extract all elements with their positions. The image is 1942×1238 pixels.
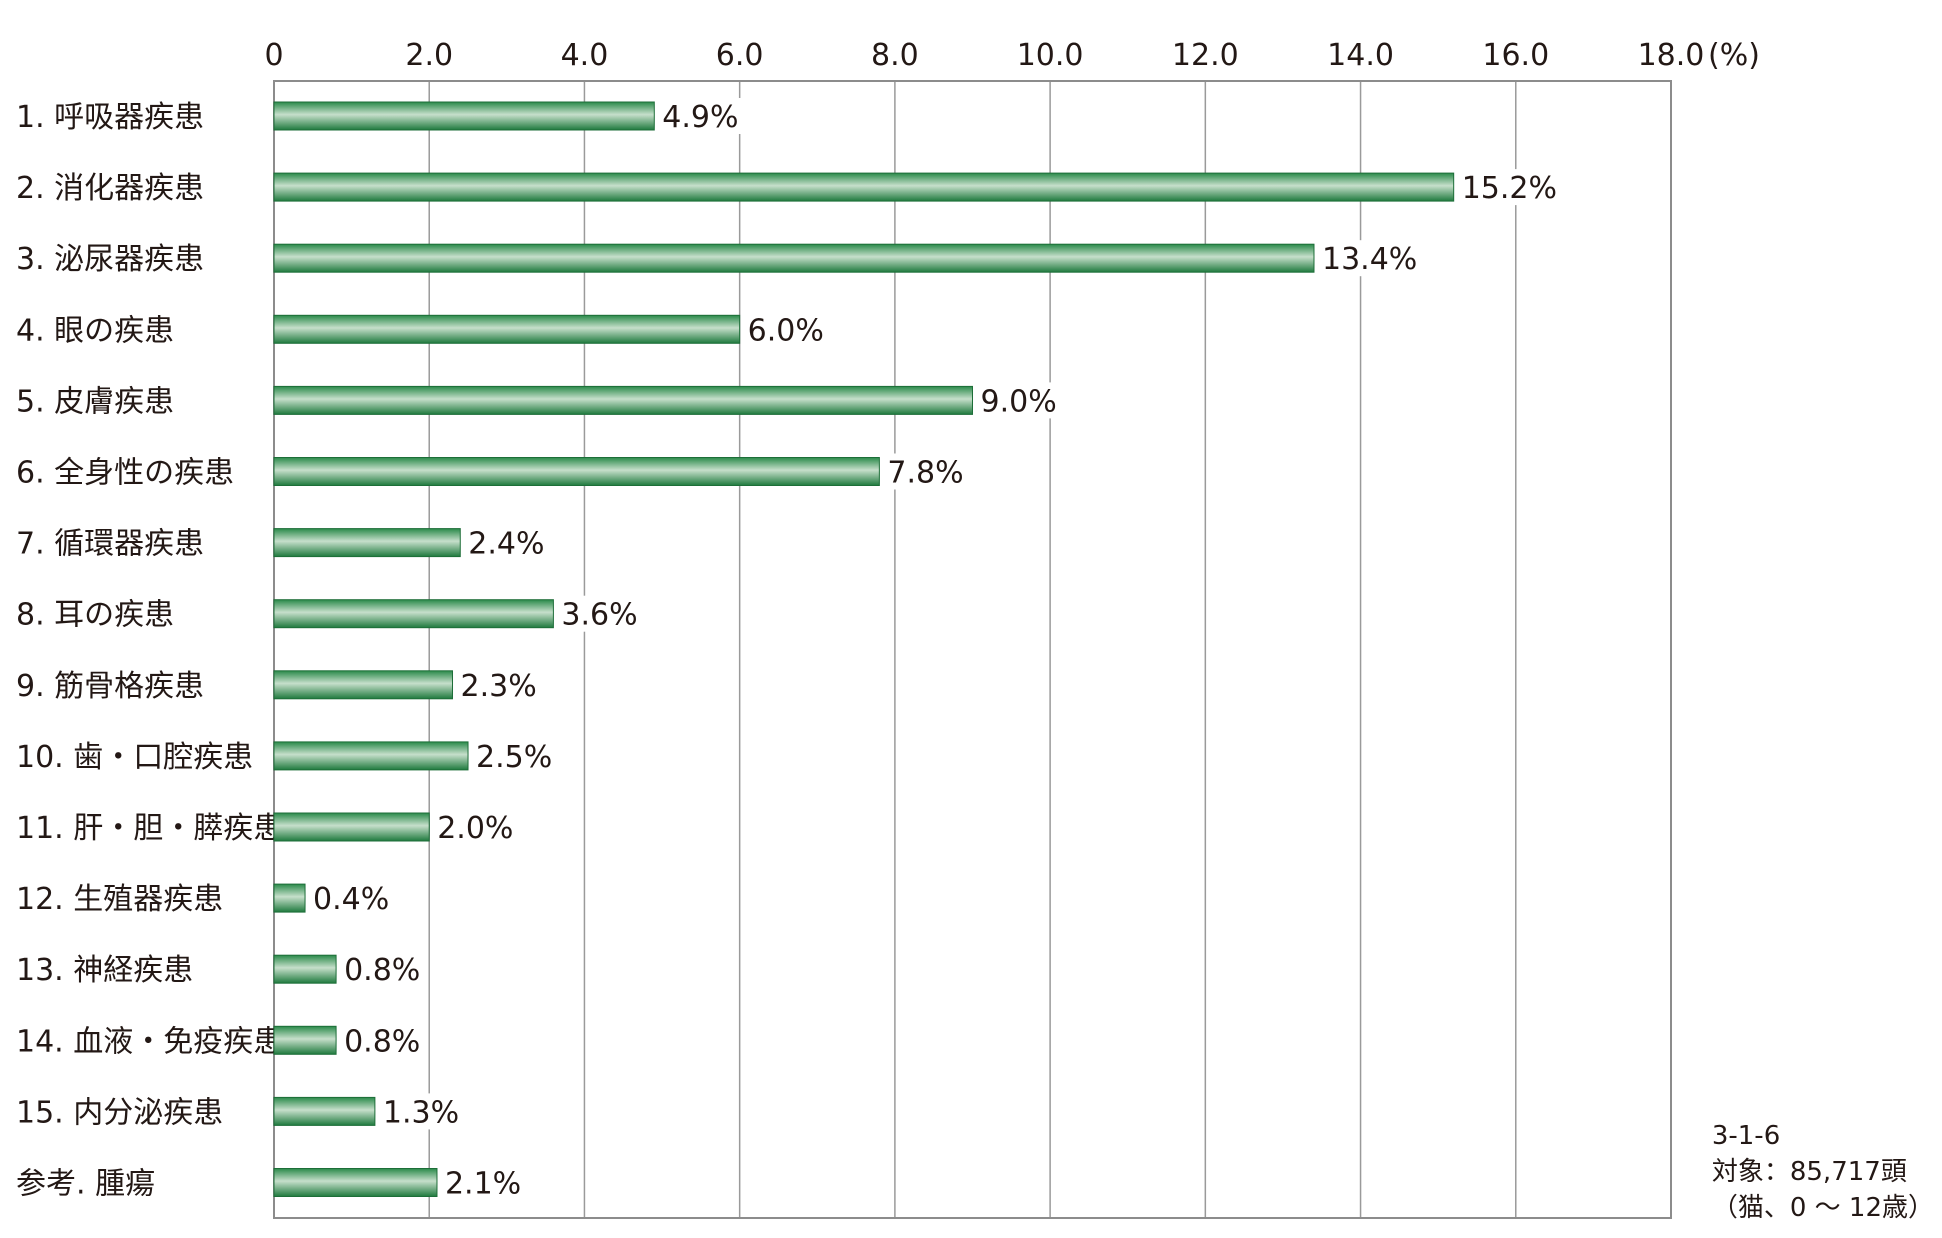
value-label-background [466, 524, 553, 561]
value-label: 9.0% [981, 384, 1057, 419]
category-label: 4. 眼の疾患 [16, 313, 174, 348]
category-label: 10. 歯・口腔疾患 [16, 740, 253, 775]
value-label: 6.0% [748, 313, 824, 348]
x-tick-label: 6.0 [716, 38, 764, 73]
category-label: 8. 耳の疾患 [16, 598, 174, 633]
bar [273, 243, 1315, 273]
bar [273, 1025, 337, 1055]
bar [273, 741, 469, 771]
x-tick-label: 14.0 [1327, 38, 1394, 73]
value-label-background [1459, 169, 1546, 206]
bar [273, 101, 655, 131]
bar [273, 172, 1455, 202]
value-label: 0.8% [344, 1024, 420, 1059]
category-label: 13. 神経疾患 [16, 953, 193, 988]
chart-note: 3-1-6 対象：85,717頭 （猫、0 ～ 12歳） [1712, 1118, 1934, 1226]
bar [273, 528, 461, 558]
value-label-background [380, 1093, 467, 1130]
x-axis-ticks: 0 2.0 4.0 6.0 8.0 10.0 12.0 14.0 16.0 18.0 [264, 38, 1704, 73]
bar [273, 812, 430, 842]
bar [273, 1168, 438, 1197]
category-label: 2. 消化器疾患 [16, 171, 204, 206]
category-label: 14. 血液・免疫疾患 [16, 1024, 283, 1059]
bar [273, 883, 306, 913]
value-label-background [559, 595, 646, 632]
value-label: 2.0% [437, 811, 513, 846]
value-label: 0.4% [313, 882, 389, 917]
bar [273, 314, 741, 344]
category-label: 5. 皮膚疾患 [16, 384, 174, 419]
x-tick-label: 16.0 [1482, 38, 1549, 73]
plot-frame [273, 80, 1672, 1219]
x-tick-label: 8.0 [871, 38, 919, 73]
bar [273, 457, 880, 486]
category-label: 15. 内分泌疾患 [16, 1095, 223, 1130]
category-label: 9. 筋骨格疾患 [16, 669, 204, 704]
value-label-background [458, 666, 545, 703]
bar [273, 385, 973, 415]
bar [273, 954, 337, 984]
value-label-background [442, 1164, 529, 1201]
x-tick-label: 18.0 [1638, 38, 1705, 73]
bar [273, 1096, 376, 1126]
value-label-background [474, 737, 561, 774]
value-label: 2.3% [461, 669, 537, 704]
x-tick-label: 4.0 [561, 38, 609, 73]
value-labels: 4.9% 15.2% 13.4% 6.0% 9.0% 7.8% 2.4% 3.6% 2.3% 2.… [311, 98, 1557, 1202]
value-label: 2.4% [468, 527, 544, 562]
value-label: 2.1% [445, 1167, 521, 1202]
x-tick-label: 0 [264, 38, 283, 73]
value-label-background [311, 880, 398, 917]
value-label: 0.8% [344, 953, 420, 988]
subject-count: 対象：85,717頭 [1711, 1157, 1907, 1187]
value-label: 3.6% [561, 598, 637, 633]
value-label-background [342, 1022, 429, 1059]
value-label-background [342, 951, 429, 988]
category-label: 1. 呼吸器疾患 [16, 100, 204, 135]
category-label: 7. 循環器疾患 [16, 527, 204, 562]
x-tick-label: 12.0 [1172, 38, 1239, 73]
subject-scope: （猫、0 ～ 12歳） [1711, 1193, 1934, 1223]
value-label: 7.8% [887, 456, 963, 491]
value-label: 13.4% [1322, 242, 1417, 277]
category-label: 3. 泌尿器疾患 [16, 242, 204, 277]
value-label-background [978, 382, 1065, 419]
bar [273, 599, 554, 629]
figure-code: 3-1-6 [1711, 1121, 1781, 1151]
value-label: 2.5% [476, 740, 552, 775]
bars [273, 101, 1455, 1197]
category-label: 11. 肝・胆・膵疾患 [16, 811, 283, 846]
bar [273, 670, 454, 700]
value-label-background [885, 453, 972, 490]
value-label: 1.3% [383, 1095, 459, 1130]
value-label: 4.9% [662, 100, 738, 135]
category-label: 12. 生殖器疾患 [16, 882, 223, 917]
value-label-background [660, 98, 747, 134]
category-label: 参考. 腫瘍 [16, 1167, 155, 1202]
value-label-background [745, 311, 832, 348]
value-label: 15.2% [1462, 171, 1557, 206]
x-tick-label: 2.0 [405, 38, 453, 73]
category-labels: 1. 呼吸器疾患 2. 消化器疾患 3. 泌尿器疾患 4. 眼の疾患 5. 皮膚疾患 6.… [16, 100, 283, 1202]
value-label-background [435, 809, 522, 845]
x-tick-label: 10.0 [1017, 38, 1084, 73]
value-label-background [1319, 240, 1406, 277]
x-axis-unit: (%) [1708, 38, 1760, 73]
category-label: 6. 全身性の疾患 [16, 456, 234, 491]
